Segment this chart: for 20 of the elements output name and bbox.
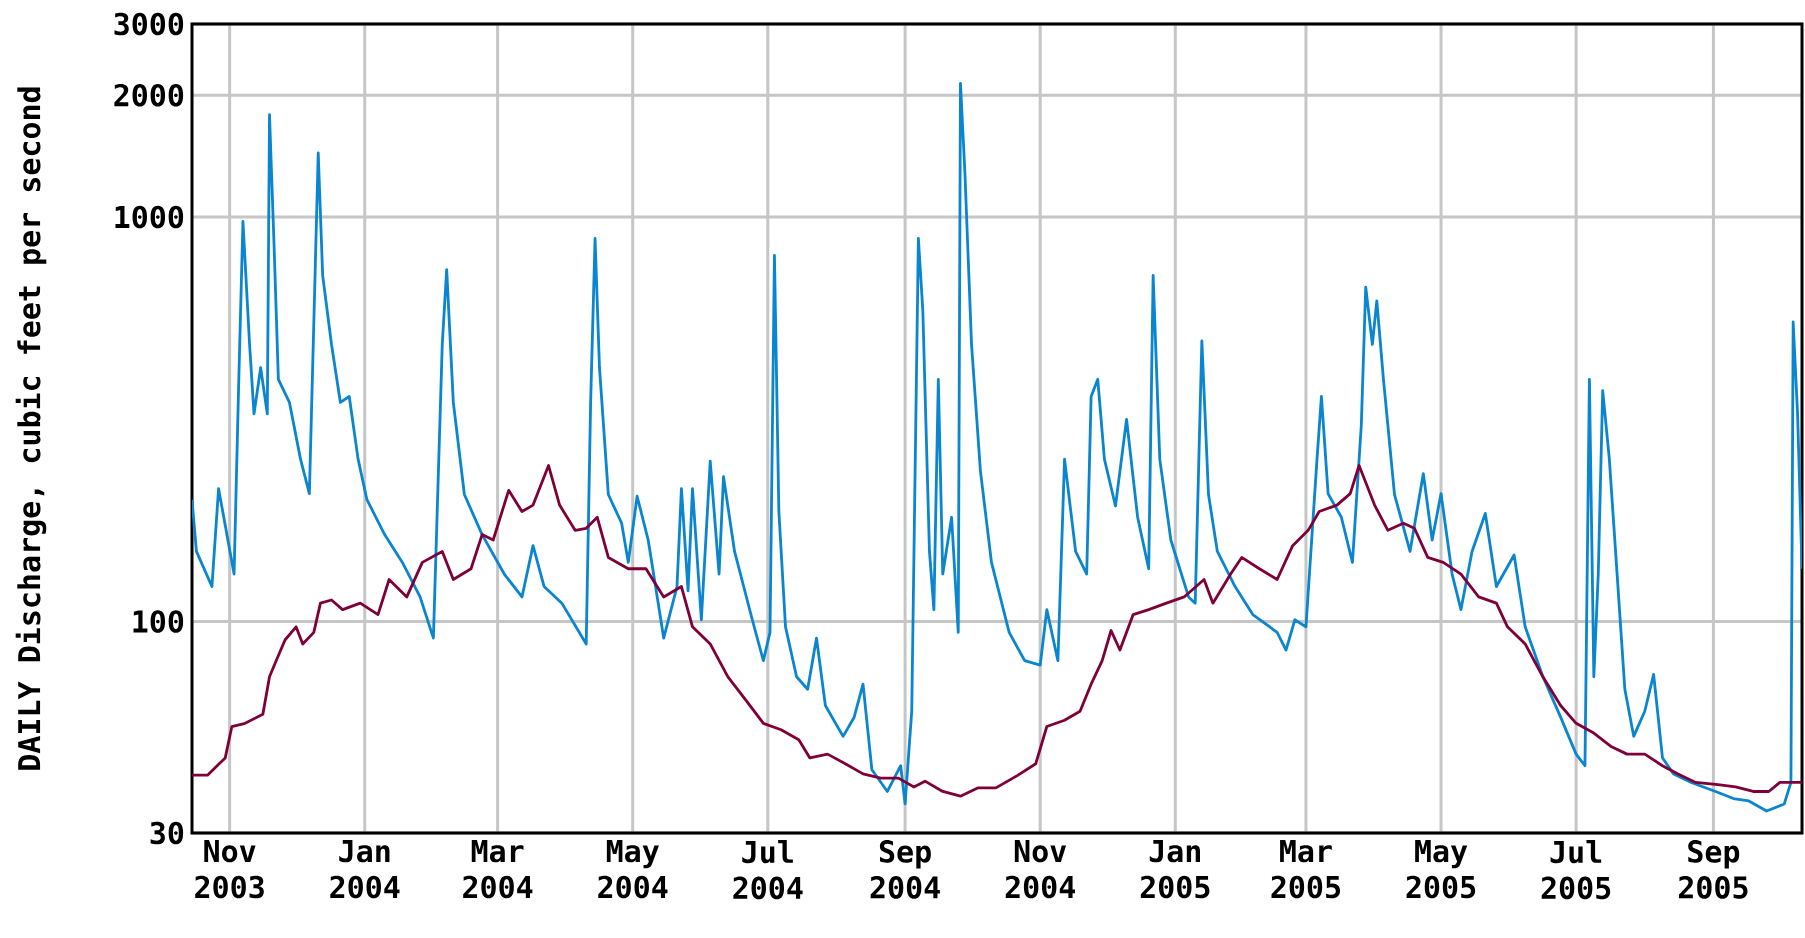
y-tick-label: 2000 xyxy=(114,83,184,107)
y-tick-label: 1000 xyxy=(115,205,184,229)
x-tick-label: Sep 2004 xyxy=(870,840,940,899)
y-tick-label: 3000 xyxy=(114,12,184,36)
x-tick-label: Jul 2005 xyxy=(1541,840,1611,900)
line-series xyxy=(192,464,1803,798)
y-tick-label: 30 xyxy=(150,821,184,845)
x-tick-label: Nov 2003 xyxy=(195,840,264,899)
y-tick-label: 100 xyxy=(133,610,184,633)
x-tick-label: Sep 2005 xyxy=(1678,840,1748,899)
x-tick-label: May 2004 xyxy=(598,840,668,899)
x-tick-label: Mar 2004 xyxy=(463,840,533,899)
y-axis-title: DAILY Discharge, cubic feet per second xyxy=(15,87,47,770)
x-tick-label: Jan 2004 xyxy=(330,840,400,899)
line-series xyxy=(192,81,1803,813)
x-tick-label: Jan 2005 xyxy=(1140,840,1210,899)
x-tick-label: Jul 2004 xyxy=(733,840,803,900)
x-tick-label: May 2005 xyxy=(1406,840,1476,899)
x-tick-label: Nov 2004 xyxy=(1005,840,1075,899)
x-tick-label: Mar 2005 xyxy=(1271,840,1341,899)
